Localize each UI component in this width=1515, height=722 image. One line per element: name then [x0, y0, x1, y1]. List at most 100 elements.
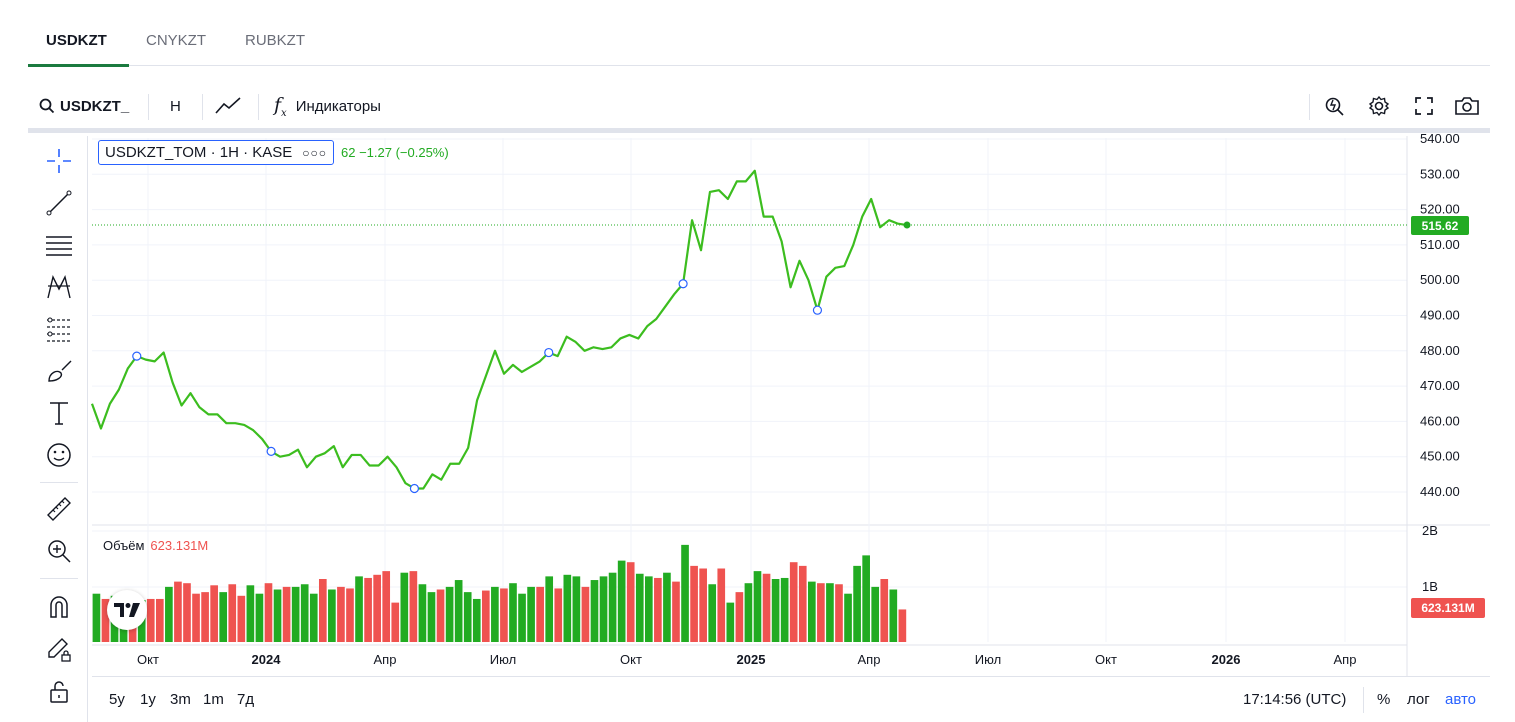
- volume-bar: [500, 588, 508, 642]
- screenshot-button[interactable]: [1454, 86, 1480, 126]
- volume-tick-label: 1B: [1422, 579, 1438, 594]
- drawing-toolbar: [30, 136, 88, 722]
- brush-tool[interactable]: [44, 356, 74, 386]
- volume-bar: [318, 579, 327, 642]
- last-volume-tag: 623.131M: [1411, 598, 1485, 618]
- price-tick-label: 540.00: [1420, 131, 1460, 146]
- event-marker: [812, 305, 823, 315]
- price-tick-label: 490.00: [1420, 308, 1460, 323]
- gear-icon: [1368, 95, 1390, 117]
- volume-bar: [844, 593, 852, 642]
- zoom-in-tool[interactable]: [44, 536, 74, 566]
- last-price-dot: [903, 221, 911, 229]
- range-5y-button[interactable]: 5y: [109, 691, 125, 708]
- interval-label: H: [170, 97, 181, 115]
- tab-cnykzt[interactable]: CNYKZT: [146, 32, 206, 49]
- volume-bars: [92, 544, 907, 642]
- text-icon: [50, 402, 68, 425]
- volume-bar: [681, 544, 689, 642]
- volume-bar: [853, 565, 861, 642]
- volume-bar: [817, 583, 825, 642]
- volume-bar: [291, 586, 300, 642]
- price-tick-label: 480.00: [1420, 343, 1460, 358]
- toolbar-divider-bar: [28, 128, 1490, 133]
- volume-bar: [717, 568, 726, 642]
- volume-bar: [255, 593, 264, 642]
- volume-bar: [726, 602, 735, 642]
- price-line: [90, 169, 908, 490]
- volume-bar: [798, 565, 807, 642]
- range-1y-button[interactable]: 1y: [140, 691, 156, 708]
- volume-bar: [835, 584, 843, 642]
- settings-button[interactable]: [1368, 86, 1390, 126]
- range-3m-button[interactable]: 3m: [170, 691, 191, 708]
- price-tick-label: 470.00: [1420, 378, 1460, 393]
- tab-usdkzt[interactable]: USDKZT: [46, 32, 107, 49]
- volume-bar: [346, 588, 354, 642]
- toolbar-divider: [148, 94, 149, 120]
- last-price-tag: 515.62: [1411, 216, 1469, 235]
- chart-type-button[interactable]: [214, 86, 242, 126]
- pattern-icon: [47, 274, 71, 299]
- text-tool[interactable]: [44, 398, 74, 428]
- toolbar-divider: [202, 94, 203, 120]
- tradingview-logo[interactable]: [107, 590, 147, 630]
- log-toggle[interactable]: лог: [1407, 691, 1430, 708]
- auto-toggle[interactable]: авто: [1445, 691, 1477, 708]
- volume-bar: [192, 593, 200, 642]
- event-marker: [678, 279, 688, 289]
- price-tick-label: 520.00: [1420, 202, 1460, 217]
- range-1m-button[interactable]: 1m: [203, 691, 224, 708]
- legend-symbol: USDKZT_TOM · 1H · KASE: [105, 144, 293, 161]
- more-options-icon[interactable]: ○○○: [302, 145, 328, 160]
- volume-bar: [527, 586, 535, 642]
- interval-button[interactable]: H: [170, 86, 181, 126]
- indicators-label: Индикаторы: [295, 97, 381, 115]
- line-chart-icon: [215, 97, 241, 114]
- symbol-search-button[interactable]: USDKZT_: [38, 86, 129, 126]
- volume-bar: [789, 562, 798, 642]
- volume-bar: [518, 593, 526, 642]
- emoji-tool[interactable]: [44, 440, 74, 470]
- camera-icon: [1455, 97, 1479, 115]
- time-tick-label: Окт: [137, 652, 159, 667]
- lock-all-tool[interactable]: [44, 676, 74, 706]
- volume-bar: [328, 589, 336, 642]
- pattern-tool[interactable]: [44, 272, 74, 302]
- range-7d-button[interactable]: 7д: [237, 691, 255, 708]
- quick-search-button[interactable]: [1324, 86, 1346, 126]
- prediction-tool[interactable]: [44, 314, 74, 344]
- volume-bar: [418, 584, 427, 642]
- symbol-legend[interactable]: USDKZT_TOM · 1H · KASE ○○○: [98, 140, 335, 165]
- volume-bar: [491, 586, 499, 642]
- brush-icon: [48, 360, 72, 382]
- volume-bar: [373, 574, 381, 642]
- volume-bar: [581, 586, 590, 642]
- volume-bar: [708, 584, 717, 642]
- fullscreen-button[interactable]: [1414, 86, 1434, 126]
- measure-tool[interactable]: [44, 494, 74, 524]
- percent-toggle[interactable]: %: [1377, 691, 1391, 708]
- volume-bar: [210, 585, 218, 642]
- volume-bar: [572, 576, 581, 642]
- volume-bar: [282, 586, 291, 642]
- lock-drawing-tool[interactable]: [44, 634, 74, 664]
- event-marker: [544, 347, 554, 358]
- volume-bar: [427, 592, 436, 642]
- volume-bar: [309, 593, 318, 642]
- indicators-button[interactable]: fx Индикаторы: [274, 86, 381, 126]
- volume-bar: [436, 589, 445, 642]
- search-icon: [39, 98, 55, 114]
- fib-tool[interactable]: [44, 230, 74, 260]
- clock-timezone[interactable]: 17:14:56 (UTC): [1243, 691, 1347, 708]
- price-series: [90, 169, 911, 494]
- magnet-tool[interactable]: [44, 592, 74, 622]
- trend-line-tool[interactable]: [44, 188, 74, 218]
- tab-rubkzt[interactable]: RUBKZT: [245, 32, 305, 49]
- crosshair-tool[interactable]: [44, 146, 74, 176]
- time-tick-label: 2024: [252, 652, 282, 667]
- volume-bar: [454, 580, 463, 642]
- volume-bar: [753, 571, 762, 642]
- zoom-in-icon: [48, 540, 71, 563]
